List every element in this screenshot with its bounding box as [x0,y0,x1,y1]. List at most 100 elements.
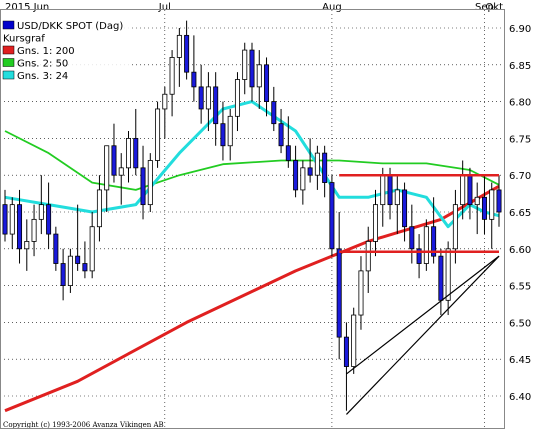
candle-body [416,248,422,264]
candle-body [264,64,270,103]
candlestick [300,160,306,205]
candle-body [394,189,400,206]
legend-label: Gns. 3: 24 [17,71,68,82]
candle-body [96,189,102,228]
candlestick [365,226,371,293]
candlestick [75,204,81,271]
candlestick [17,189,23,264]
candle-body [467,174,473,206]
candle-body [278,123,284,147]
candle-body [358,270,364,316]
candlestick [191,35,197,102]
candlestick [46,182,52,249]
legend-label: Gns. 1: 200 [17,46,75,57]
candle-body [314,152,320,176]
candle-body [423,226,429,264]
candle-body [409,226,415,250]
candle-body [162,93,168,110]
legend-swatch [2,45,15,55]
candle-body [67,255,73,287]
candle-body [307,167,313,176]
candle-body [31,218,37,242]
candle-body [169,57,175,95]
candle-body [17,204,23,250]
candle-body [75,255,81,264]
y-tick-label: 6.80 [509,98,531,109]
legend-swatch [2,70,15,80]
candle-body [336,248,342,338]
candlestick [89,212,95,279]
candle-body [89,226,95,272]
candle-body [351,314,357,367]
candlestick [402,182,408,242]
candlestick [445,241,451,316]
moving-average-line [4,130,500,191]
legend-swatch [2,58,15,67]
candle-body [438,255,444,301]
y-axis-labels: 6.90 6.85 6.80 6.75 6.70 6.65 6.60 6.55 6.50 6.45… [509,24,531,403]
candlestick [278,108,284,154]
candlestick [67,248,73,293]
y-tick-label: 6.40 [509,392,531,403]
x-tick-label: Aug [322,2,342,13]
y-tick-label: 6.50 [509,318,531,329]
candle-body [104,145,110,191]
candle-body [496,189,502,213]
candlestick [234,72,240,132]
candle-body [249,49,255,88]
x-tick-label: 2015 Jun [5,2,49,13]
candle-body [184,34,190,73]
candle-body [118,167,124,176]
candlestick [293,145,299,198]
trend-lines [339,173,500,415]
candlestick [184,20,190,80]
candlestick [249,42,255,102]
candlestick [147,153,153,212]
candlestick [118,153,124,205]
candlestick [2,189,8,242]
candlestick [256,50,262,109]
candlestick [104,145,110,212]
candlestick [416,234,422,279]
candlestick [111,123,117,183]
candle-body [126,137,132,169]
candlestick [474,182,480,235]
candle-body [24,241,30,250]
candle-body [452,204,458,250]
candle-body [489,189,495,220]
legend-label: USD/DKK SPOT (Dag) [17,21,123,32]
candle-body [293,160,299,191]
candlestick [227,108,233,161]
candlestick [351,307,357,374]
candle-body [242,49,248,80]
candlestick [176,28,182,87]
y-tick-label: 6.65 [509,208,531,219]
candle-body [285,145,291,161]
candlestick [336,212,342,360]
candlestick [489,182,495,249]
candle-body [474,196,480,206]
candle-body [227,115,233,147]
candle-body [38,204,44,220]
candlestick [329,175,335,257]
candlestick [358,256,364,330]
copyright-text: Copyright (c) 1993-2006 Avanza Vikingen … [3,421,164,429]
candle-body [155,108,161,161]
candlestick [271,86,277,132]
y-tick-label: 6.45 [509,355,531,366]
x-tick-label: Sep [475,2,494,13]
candlestick [322,145,328,198]
candle-body [460,174,466,206]
candle-body [191,71,197,88]
candle-body [329,182,335,250]
y-tick-label: 6.90 [509,24,531,35]
candlestick [307,138,313,183]
candlestick [126,131,132,183]
candlestick [60,248,66,301]
candlestick [409,204,415,264]
candle-body [111,145,117,176]
candle-body [481,196,487,220]
candlestick [264,57,270,117]
